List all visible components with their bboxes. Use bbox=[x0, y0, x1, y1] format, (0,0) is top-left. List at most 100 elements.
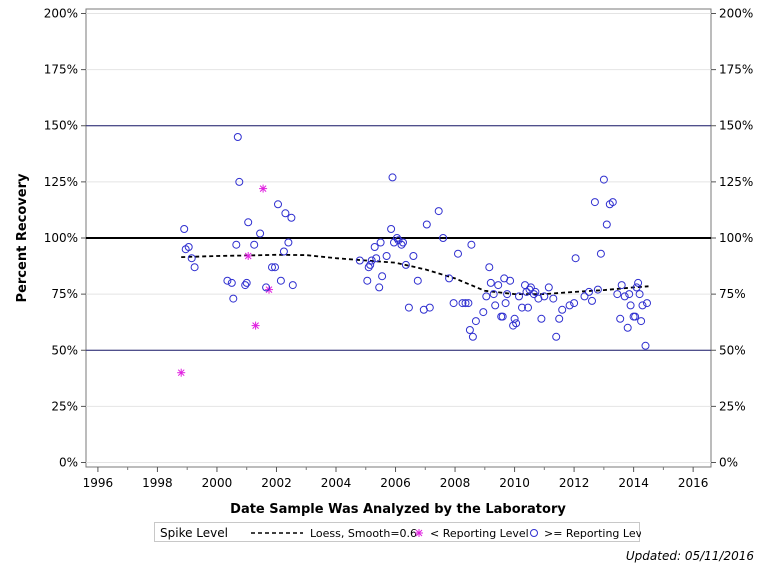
point-above-reporting-level bbox=[608, 198, 617, 207]
point-above-reporting-level bbox=[580, 292, 589, 301]
point-above-reporting-level bbox=[397, 240, 406, 249]
point-above-reporting-level bbox=[585, 287, 593, 296]
point-above-reporting-level bbox=[467, 240, 476, 249]
point-above-reporting-level bbox=[479, 308, 488, 317]
point-above-reporting-level bbox=[229, 294, 238, 303]
point-above-reporting-level bbox=[625, 290, 634, 299]
point-above-reporting-level bbox=[465, 326, 474, 334]
point-above-reporting-level bbox=[387, 225, 396, 233]
x-tick-label: 2010 bbox=[499, 476, 530, 490]
point-above-reporting-level bbox=[620, 292, 629, 301]
data-points bbox=[177, 133, 651, 377]
point-above-reporting-level bbox=[558, 305, 567, 314]
point-above-reporting-level bbox=[281, 209, 290, 218]
point-above-reporting-level bbox=[434, 207, 443, 216]
point-above-reporting-level bbox=[626, 301, 635, 310]
y-tick-label: 200% bbox=[44, 6, 78, 20]
y-tick-label: 125% bbox=[44, 175, 78, 189]
loess-line bbox=[181, 253, 649, 295]
y-tick-label: 175% bbox=[44, 63, 78, 77]
point-below-reporting-level bbox=[244, 252, 253, 260]
legend: Spike Level Loess, Smooth=0.6 < Reportin… bbox=[154, 522, 652, 542]
point-above-reporting-level bbox=[409, 252, 418, 260]
point-above-reporting-level bbox=[549, 294, 558, 303]
y-tick-label-right: 0% bbox=[719, 456, 738, 470]
y-tick-label: 75% bbox=[51, 287, 78, 301]
x-tick-label: 2006 bbox=[380, 476, 411, 490]
x-tick-label: 2004 bbox=[321, 476, 352, 490]
point-above-reporting-level bbox=[638, 301, 647, 310]
point-above-reporting-level bbox=[271, 263, 279, 272]
point-above-reporting-level bbox=[393, 234, 401, 242]
point-above-reporting-level bbox=[552, 332, 561, 341]
point-above-reporting-level bbox=[617, 281, 626, 290]
point-above-reporting-level bbox=[512, 319, 521, 328]
point-above-reporting-level bbox=[372, 254, 381, 263]
y-tick-label-right: 75% bbox=[719, 287, 746, 301]
x-tick-label: 2012 bbox=[559, 476, 590, 490]
y-tick-label-right: 200% bbox=[719, 6, 753, 20]
point-above-reporting-level bbox=[632, 283, 641, 292]
y-tick-label: 0% bbox=[59, 456, 78, 470]
point-above-reporting-level bbox=[570, 299, 579, 308]
point-above-reporting-level bbox=[388, 173, 397, 182]
point-above-reporting-level bbox=[276, 276, 285, 285]
point-below-reporting-level bbox=[251, 321, 260, 330]
legend-title: Spike Level bbox=[160, 526, 228, 540]
point-above-reporting-level bbox=[268, 263, 276, 272]
point-above-reporting-level bbox=[555, 314, 564, 323]
reference-lines bbox=[86, 125, 711, 351]
point-above-reporting-level bbox=[370, 243, 379, 251]
point-above-reporting-level bbox=[537, 314, 546, 323]
point-above-reporting-level bbox=[425, 303, 434, 312]
point-above-reporting-level bbox=[588, 296, 596, 305]
loess-curve bbox=[181, 253, 649, 295]
point-above-reporting-level bbox=[244, 218, 253, 227]
point-above-reporting-level bbox=[623, 323, 632, 332]
y-tick-label-right: 175% bbox=[719, 63, 753, 77]
point-above-reporting-level bbox=[376, 238, 385, 247]
point-above-reporting-level bbox=[641, 341, 650, 350]
x-tick-label: 2000 bbox=[202, 476, 233, 490]
point-above-reporting-level bbox=[449, 299, 458, 308]
point-above-reporting-level bbox=[503, 290, 512, 299]
point-above-reporting-level bbox=[515, 292, 523, 301]
point-above-reporting-level bbox=[635, 290, 644, 299]
point-above-reporting-level bbox=[489, 290, 498, 299]
point-above-reporting-level bbox=[464, 299, 473, 308]
point-above-reporting-level bbox=[287, 213, 296, 222]
point-above-reporting-level bbox=[262, 283, 271, 292]
point-above-reporting-level bbox=[510, 314, 519, 323]
point-above-reporting-level bbox=[631, 312, 640, 321]
point-above-reporting-level bbox=[518, 303, 526, 312]
point-above-reporting-level bbox=[468, 332, 477, 341]
point-above-reporting-level bbox=[498, 312, 507, 321]
point-above-reporting-level bbox=[439, 234, 448, 242]
x-tick-label: 1996 bbox=[83, 476, 114, 490]
point-above-reporting-level bbox=[404, 303, 413, 312]
point-above-reporting-level bbox=[232, 240, 241, 249]
point-above-reporting-level bbox=[184, 243, 193, 251]
point-above-reporting-level bbox=[413, 276, 422, 285]
point-above-reporting-level bbox=[526, 283, 535, 292]
point-above-reporting-level bbox=[366, 260, 375, 269]
point-above-reporting-level bbox=[242, 278, 251, 287]
point-above-reporting-level bbox=[279, 247, 288, 256]
y-tick-label: 25% bbox=[51, 399, 78, 413]
y-tick-label-right: 100% bbox=[719, 231, 753, 245]
point-above-reporting-level bbox=[445, 274, 454, 283]
point-above-reporting-level bbox=[375, 283, 384, 292]
x-tick-label: 2002 bbox=[261, 476, 292, 490]
y-tick-label-right: 150% bbox=[719, 119, 753, 133]
x-axis: 1996 1998 2000 2002 2004 2006 2008 2010 2012 2014… bbox=[83, 467, 708, 490]
y-tick-label: 50% bbox=[51, 343, 78, 357]
point-above-reporting-level bbox=[378, 272, 387, 281]
legend-circle-icon bbox=[530, 529, 538, 537]
point-above-reporting-level bbox=[643, 299, 651, 308]
y-tick-label: 100% bbox=[44, 231, 78, 245]
point-above-reporting-level bbox=[529, 290, 538, 299]
point-above-reporting-level bbox=[524, 303, 532, 312]
point-above-reporting-level bbox=[599, 175, 608, 184]
point-above-reporting-level bbox=[506, 276, 515, 285]
